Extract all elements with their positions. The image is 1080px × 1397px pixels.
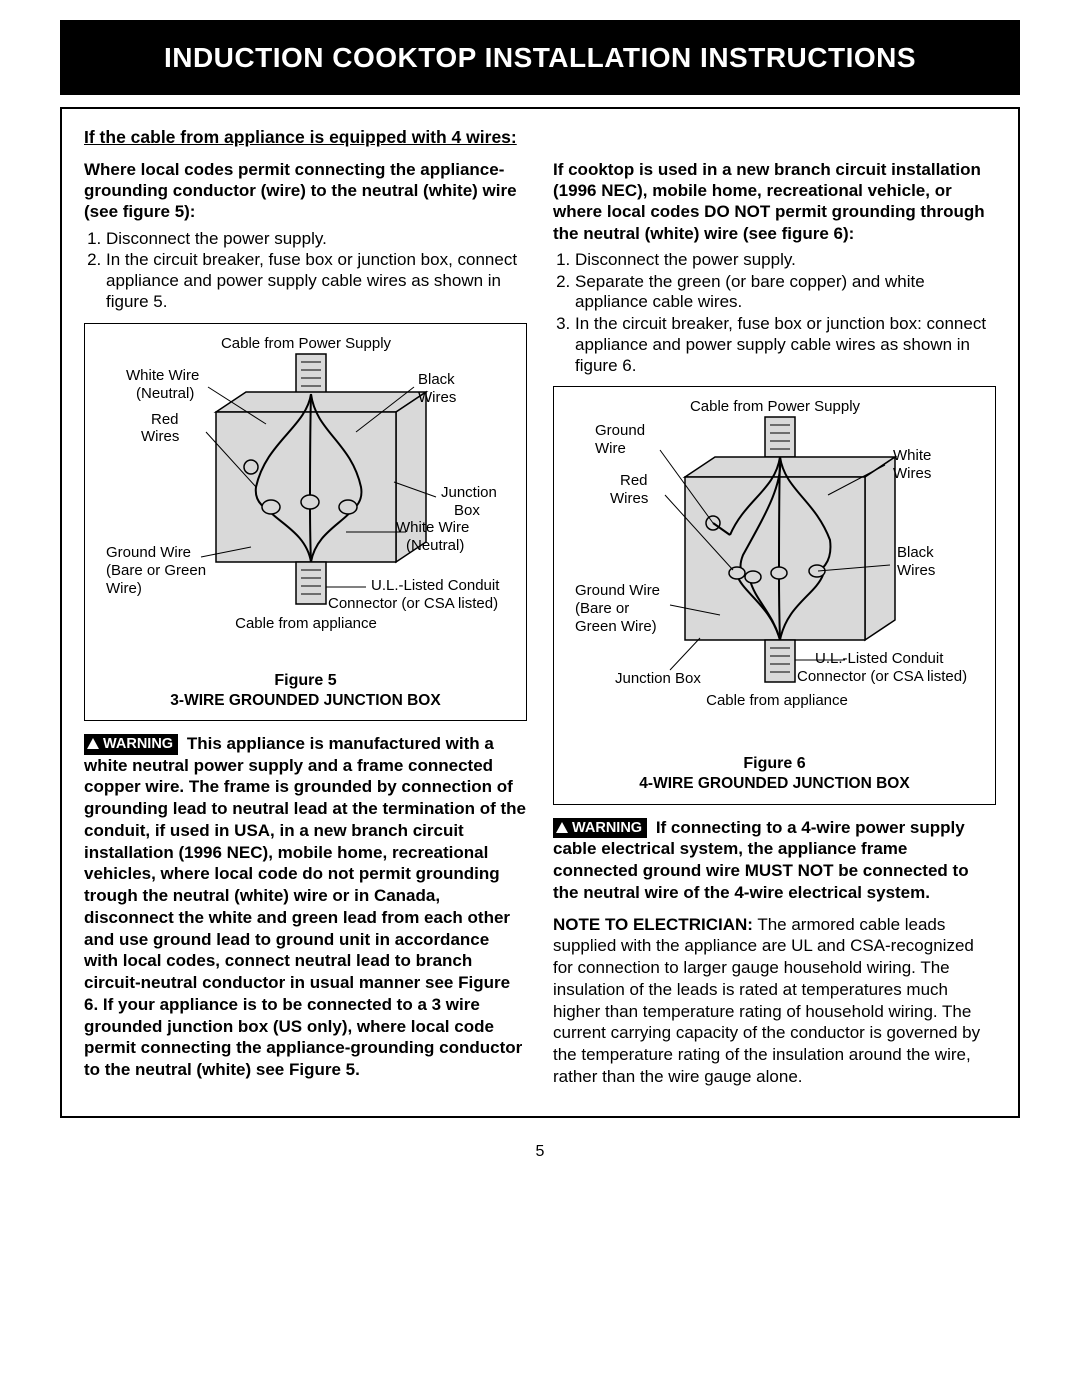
fig5-lbl-white2a: White Wire xyxy=(396,519,469,536)
fig5-lbl-red2: Wires xyxy=(141,428,179,445)
fig5-lbl-jb2: Box xyxy=(454,502,480,519)
right-column: If cooktop is used in a new branch circu… xyxy=(553,159,996,1088)
fig6-lbl-jb: Junction Box xyxy=(615,670,701,687)
right-step-3: In the circuit breaker, fuse box or junc… xyxy=(575,314,996,376)
fig6-lbl-ul1: U.L.-Listed Conduit xyxy=(815,650,944,667)
figure-6-diagram: Cable from Power Supply Ground Wire Red … xyxy=(565,395,985,750)
fig5-lbl-white2b: (Neutral) xyxy=(406,537,464,554)
fig5-label: Figure 5 xyxy=(89,671,522,691)
fig6-lbl-gw1: Ground xyxy=(595,422,645,439)
fig5-lbl-black2: Wires xyxy=(418,389,456,406)
warning-label-2: WARNING xyxy=(572,820,642,836)
fig6-lbl-gnd3: Green Wire) xyxy=(575,618,657,635)
left-step-1: Disconnect the power supply. xyxy=(106,229,527,250)
fig5-lbl-cableps: Cable from Power Supply xyxy=(220,335,391,352)
fig6-desc: 4-WIRE GROUNDED JUNCTION BOX xyxy=(558,774,991,793)
warning-label: WARNING xyxy=(103,736,173,752)
right-warning-block: WARNING If connecting to a 4-wire power … xyxy=(553,817,996,904)
right-steps: Disconnect the power supply. Separate th… xyxy=(575,250,996,376)
fig5-lbl-gnd2: (Bare or Green xyxy=(106,562,206,579)
left-warning-text: This appliance is manufactured with a wh… xyxy=(84,734,526,1079)
warning-icon: WARNING xyxy=(84,734,178,755)
fig6-lbl-red2: Wires xyxy=(610,490,648,507)
fig6-lbl-gnd2: (Bare or xyxy=(575,600,629,617)
fig5-lbl-red1: Red xyxy=(151,411,179,428)
fig6-lbl-white2: Wires xyxy=(893,465,931,482)
fig6-lbl-cableapp: Cable from appliance xyxy=(706,692,848,709)
section-heading: If the cable from appliance is equipped … xyxy=(84,127,996,149)
fig5-lbl-jb1: Junction xyxy=(441,484,497,501)
page-number: 5 xyxy=(60,1142,1020,1162)
fig5-desc: 3-WIRE GROUNDED JUNCTION BOX xyxy=(89,691,522,710)
fig6-lbl-white1: White xyxy=(893,447,931,464)
figure-6-box: Cable from Power Supply Ground Wire Red … xyxy=(553,386,996,804)
figure-5-box: Cable from Power Supply White Wire (Neut… xyxy=(84,323,527,721)
page-frame: If the cable from appliance is equipped … xyxy=(60,107,1020,1118)
page-title-bar: INDUCTION COOKTOP INSTALLATION INSTRUCTI… xyxy=(60,20,1020,95)
left-column: Where local codes permit connecting the … xyxy=(84,159,527,1088)
fig5-lbl-white1b: (Neutral) xyxy=(136,385,194,402)
fig6-lbl-black2: Wires xyxy=(897,562,935,579)
fig5-lbl-ul1: U.L.-Listed Conduit xyxy=(371,577,500,594)
page-title: INDUCTION COOKTOP INSTALLATION INSTRUCTI… xyxy=(164,42,916,73)
fig6-label: Figure 6 xyxy=(558,754,991,774)
fig6-lbl-gw2: Wire xyxy=(595,440,626,457)
fig5-lbl-cableapp: Cable from appliance xyxy=(235,615,377,632)
note-block: NOTE TO ELECTRICIAN: The armored cable l… xyxy=(553,914,996,1088)
fig6-lbl-ul2: Connector (or CSA listed) xyxy=(797,668,967,685)
fig6-lbl-gnd1: Ground Wire xyxy=(575,582,660,599)
right-step-2: Separate the green (or bare copper) and … xyxy=(575,272,996,313)
left-warning-block: WARNING This appliance is manufactured w… xyxy=(84,733,527,1081)
two-column-layout: Where local codes permit connecting the … xyxy=(84,159,996,1088)
note-lead: NOTE TO ELECTRICIAN: xyxy=(553,915,753,934)
fig5-lbl-gnd3: Wire) xyxy=(106,580,142,597)
note-text: The armored cable leads supplied with th… xyxy=(553,915,980,1086)
warning-icon: WARNING xyxy=(553,818,647,839)
fig5-lbl-gnd1: Ground Wire xyxy=(106,544,191,561)
right-intro: If cooktop is used in a new branch circu… xyxy=(553,159,996,244)
figure-5-diagram: Cable from Power Supply White Wire (Neut… xyxy=(96,332,516,667)
fig6-lbl-cableps: Cable from Power Supply xyxy=(689,398,860,415)
fig5-lbl-ul2: Connector (or CSA listed) xyxy=(328,595,498,612)
left-steps: Disconnect the power supply. In the circ… xyxy=(106,229,527,313)
right-step-1: Disconnect the power supply. xyxy=(575,250,996,271)
left-intro: Where local codes permit connecting the … xyxy=(84,159,527,223)
fig5-lbl-white1a: White Wire xyxy=(126,367,199,384)
fig6-lbl-red1: Red xyxy=(620,472,648,489)
fig6-lbl-black1: Black xyxy=(897,544,934,561)
left-step-2: In the circuit breaker, fuse box or junc… xyxy=(106,250,527,312)
fig5-lbl-black1: Black xyxy=(418,371,455,388)
